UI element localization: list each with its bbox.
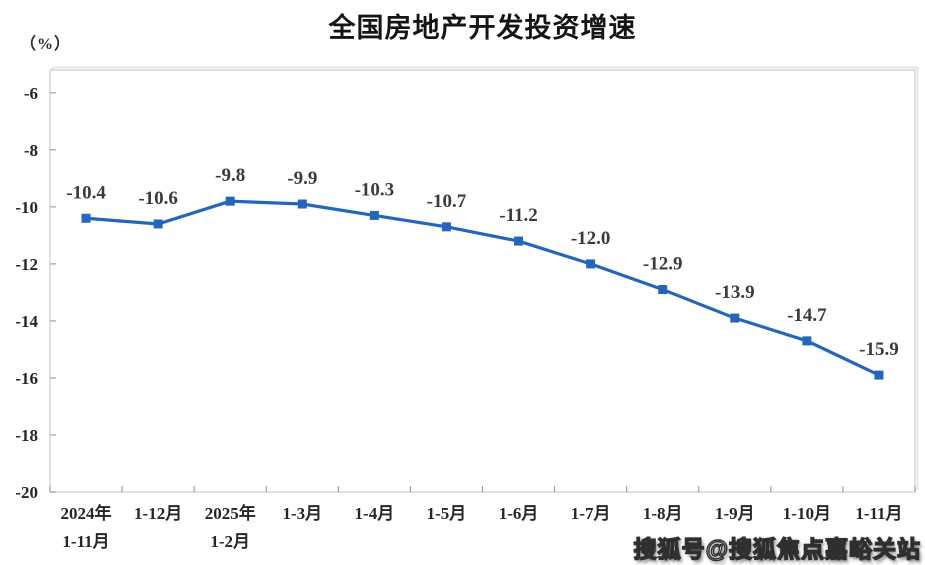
x-tick-label: 1-9月 <box>715 504 755 523</box>
x-tick-label: 1-11月 <box>855 504 902 523</box>
data-point-label: -15.9 <box>859 339 899 360</box>
data-point-marker <box>874 370 884 380</box>
watermark: 搜狐号@搜狐焦点嘉峪关站 <box>633 535 921 562</box>
y-tick-label: -16 <box>15 369 38 388</box>
data-point-marker <box>225 196 235 206</box>
y-tick-label: -8 <box>24 141 38 160</box>
data-point-label: -10.7 <box>427 191 467 212</box>
plot-border <box>49 69 916 493</box>
y-tick-label: -20 <box>15 483 38 502</box>
x-tick-label: 2024年 <box>61 503 112 523</box>
y-tick-label: -6 <box>24 84 38 103</box>
x-tick-label: 1-3月 <box>282 504 322 523</box>
data-point-label: -9.8 <box>215 165 245 186</box>
data-point-label: -10.6 <box>138 188 178 209</box>
x-tick-label: 1-12月 <box>134 504 182 523</box>
x-tick-label: 1-4月 <box>355 504 395 523</box>
data-point-label: -12.0 <box>571 228 611 249</box>
y-tick-label: -12 <box>15 255 38 274</box>
series-line <box>85 199 880 377</box>
data-point-marker <box>297 199 307 209</box>
chart-title: 全国房地产开发投资增速 <box>328 13 637 43</box>
data-point-marker <box>730 313 740 323</box>
data-point-label: -11.2 <box>499 205 538 226</box>
data-point-marker <box>153 219 163 229</box>
data-point-label: -12.9 <box>643 254 683 275</box>
data-point-marker <box>441 222 451 232</box>
y-tick-label: -14 <box>15 312 38 331</box>
x-tick-label: 1-10月 <box>783 504 831 523</box>
data-point-label: -10.3 <box>355 179 395 200</box>
data-point-marker <box>369 210 379 220</box>
x-tick-label: 1-7月 <box>571 504 611 523</box>
x-tick-label: 1-6月 <box>499 504 539 523</box>
data-point-marker <box>586 259 596 269</box>
data-point-label: -14.7 <box>787 305 827 326</box>
y-tick-label: -18 <box>15 426 38 445</box>
data-point-marker <box>802 336 812 346</box>
x-tick-label: 1-8月 <box>643 504 683 523</box>
y-tick-label: -10 <box>15 198 38 217</box>
data-point-marker <box>658 285 668 295</box>
y-axis-unit-label: （%） <box>20 36 72 53</box>
x-tick-label: 1-5月 <box>427 504 467 523</box>
x-tick-label: 2025年 <box>205 503 256 523</box>
data-point-marker <box>514 236 524 246</box>
data-point-label: -10.4 <box>66 182 106 203</box>
x-tick-label: 1-11月 <box>62 532 109 551</box>
data-point-label: -13.9 <box>715 282 755 303</box>
x-tick-label: 1-2月 <box>210 532 250 551</box>
data-point-marker <box>81 213 91 223</box>
data-point-label: -9.9 <box>287 168 317 189</box>
